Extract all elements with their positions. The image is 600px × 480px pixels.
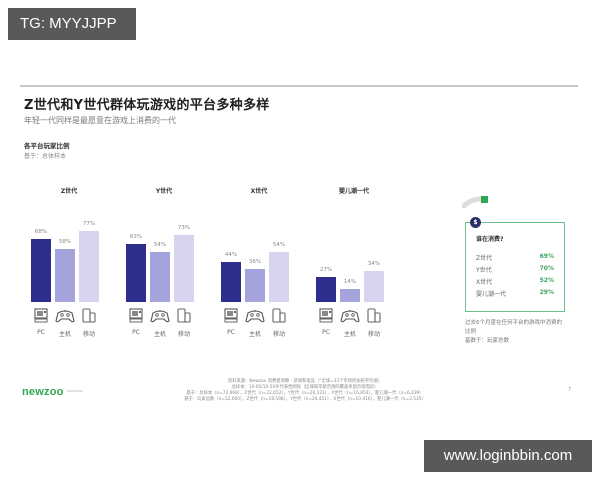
- category-label: 移动: [82, 331, 95, 338]
- bar-value-label: 27%: [319, 267, 333, 273]
- category-label: PC: [227, 329, 235, 336]
- chart-group: 婴儿潮一代 27% PC 14% 主机 34% 移动: [309, 186, 399, 346]
- bar-pc: [126, 244, 146, 302]
- mobile-devices-icon: [363, 308, 385, 324]
- gamepad-icon: [149, 308, 171, 324]
- bar-value-label: 44%: [224, 252, 238, 258]
- mobile-devices-icon: [173, 308, 195, 324]
- bar-value-label: 54%: [153, 242, 167, 248]
- watermark-bottom: www.loginbbin.com: [424, 440, 592, 472]
- category-label: 移动: [367, 331, 380, 338]
- mobile-devices-icon: [78, 308, 100, 324]
- panel-row: Y世代 70%: [476, 265, 554, 275]
- bar-value-label: 77%: [82, 221, 96, 227]
- panel-row-label: Y世代: [476, 267, 492, 274]
- category-label: 主机: [58, 331, 71, 338]
- header-divider: [20, 85, 578, 87]
- panel-row: Z世代 69%: [476, 253, 554, 263]
- panel-row-value: 52%: [539, 277, 554, 284]
- group-title: 婴儿潮一代: [338, 188, 369, 195]
- chart-group: X世代 44% PC 36% 主机 54% 移动: [214, 186, 304, 346]
- bar-value-label: 54%: [272, 242, 286, 248]
- watermark-top: TG: MYYJJPP: [8, 8, 136, 40]
- bar-value-label: 36%: [248, 259, 262, 265]
- group-title: Z世代: [60, 188, 78, 195]
- panel-note-line: 比例: [465, 329, 477, 335]
- dollar-icon: $: [470, 217, 481, 228]
- chart-group: Z世代 68% PC 58% 主机 77% 移动: [24, 186, 114, 346]
- bar-value-label: 73%: [177, 225, 191, 231]
- footer-base-players: 基于：玩家总数（n=52,000），Z世代（n=18,598），Y世代（n=20…: [184, 397, 426, 402]
- category-label: 主机: [153, 331, 166, 338]
- panel-row: 婴儿潮一代 29%: [476, 289, 554, 299]
- category-label: 主机: [343, 331, 356, 338]
- pc-icon: [315, 308, 337, 324]
- bar-value-label: 14%: [343, 279, 357, 285]
- group-title: Y世代: [155, 188, 173, 195]
- page-title: Z世代和Y世代群体玩游戏的平台多种多样: [24, 98, 270, 113]
- footer-base-total: 基于：总样本（n=72,068），Z世代（n=22,652），Y世代（n=26,…: [186, 391, 424, 396]
- bar-console: [55, 249, 75, 302]
- gamepad-icon: [244, 308, 266, 324]
- bar-mobile: [364, 271, 384, 302]
- gamepad-icon: [339, 308, 361, 324]
- mobile-devices-icon: [268, 308, 290, 324]
- bar-pc: [31, 239, 51, 302]
- panel-row-value: 29%: [539, 289, 554, 296]
- panel-row-value: 70%: [539, 265, 554, 272]
- bar-pc: [316, 277, 336, 302]
- bar-mobile: [79, 231, 99, 302]
- pc-icon: [125, 308, 147, 324]
- group-title: X世代: [250, 188, 268, 195]
- category-label: 移动: [177, 331, 190, 338]
- panel-row-label: 婴儿潮一代: [476, 291, 507, 298]
- footer-notes: 资料来源：Newzoo 消费者洞察 - 游戏和电竞（“全球=33个市场的加权平均…: [160, 379, 450, 403]
- chart-base-note: 基于：总体样本: [24, 153, 67, 160]
- panel-note-line: 基数于：玩家总数: [465, 338, 510, 344]
- panel-title: 谁在消费?: [476, 236, 504, 243]
- coin-swoosh-icon: [462, 196, 488, 208]
- panel-note: 过去6个月曾在任何平台的游戏中消费的 比例 基数于：玩家总数: [465, 319, 575, 346]
- bar-pc: [221, 262, 241, 302]
- pc-icon: [220, 308, 242, 324]
- chart-group: Y世代 63% PC 54% 主机 73% 移动: [119, 186, 209, 346]
- newzoo-logo: newzoo: [22, 386, 64, 398]
- page-number: 7: [568, 387, 572, 393]
- category-label: 移动: [272, 331, 285, 338]
- panel-row-label: Z世代: [476, 255, 493, 262]
- bar-value-label: 58%: [58, 239, 72, 245]
- bar-value-label: 34%: [367, 261, 381, 267]
- bar-value-label: 68%: [34, 229, 48, 235]
- bar-console: [340, 289, 360, 302]
- category-label: PC: [37, 329, 45, 336]
- pc-icon: [30, 308, 52, 324]
- page-subtitle: 年轻一代同样是最愿意在游戏上消费的一代: [24, 116, 176, 125]
- footer-sample: 总样本：10-65/10-50岁代表性网民（区域和年龄范围的覆盖率因市场而异）: [231, 385, 379, 390]
- panel-row-value: 69%: [539, 253, 554, 260]
- bar-mobile: [269, 252, 289, 302]
- bar-console: [245, 269, 265, 302]
- spending-panel: 谁在消费? Z世代 69% Y世代 70% X世代 52% 婴儿潮一代 29%: [465, 222, 565, 312]
- bar-value-label: 63%: [129, 234, 143, 240]
- logo-tagline: [67, 390, 83, 392]
- gamepad-icon: [54, 308, 76, 324]
- panel-row: X世代 52%: [476, 277, 554, 287]
- bar-console: [150, 252, 170, 302]
- panel-note-line: 过去6个月曾在任何平台的游戏中消费的: [465, 320, 563, 326]
- category-label: PC: [132, 329, 140, 336]
- panel-row-label: X世代: [476, 279, 493, 286]
- chart-title: 各平台玩家比例: [24, 142, 70, 150]
- category-label: PC: [322, 329, 330, 336]
- bar-mobile: [174, 235, 194, 302]
- category-label: 主机: [248, 331, 261, 338]
- footer-source: 资料来源：Newzoo 消费者洞察 - 游戏和电竞（“全球=33个市场的加权平均…: [227, 379, 383, 384]
